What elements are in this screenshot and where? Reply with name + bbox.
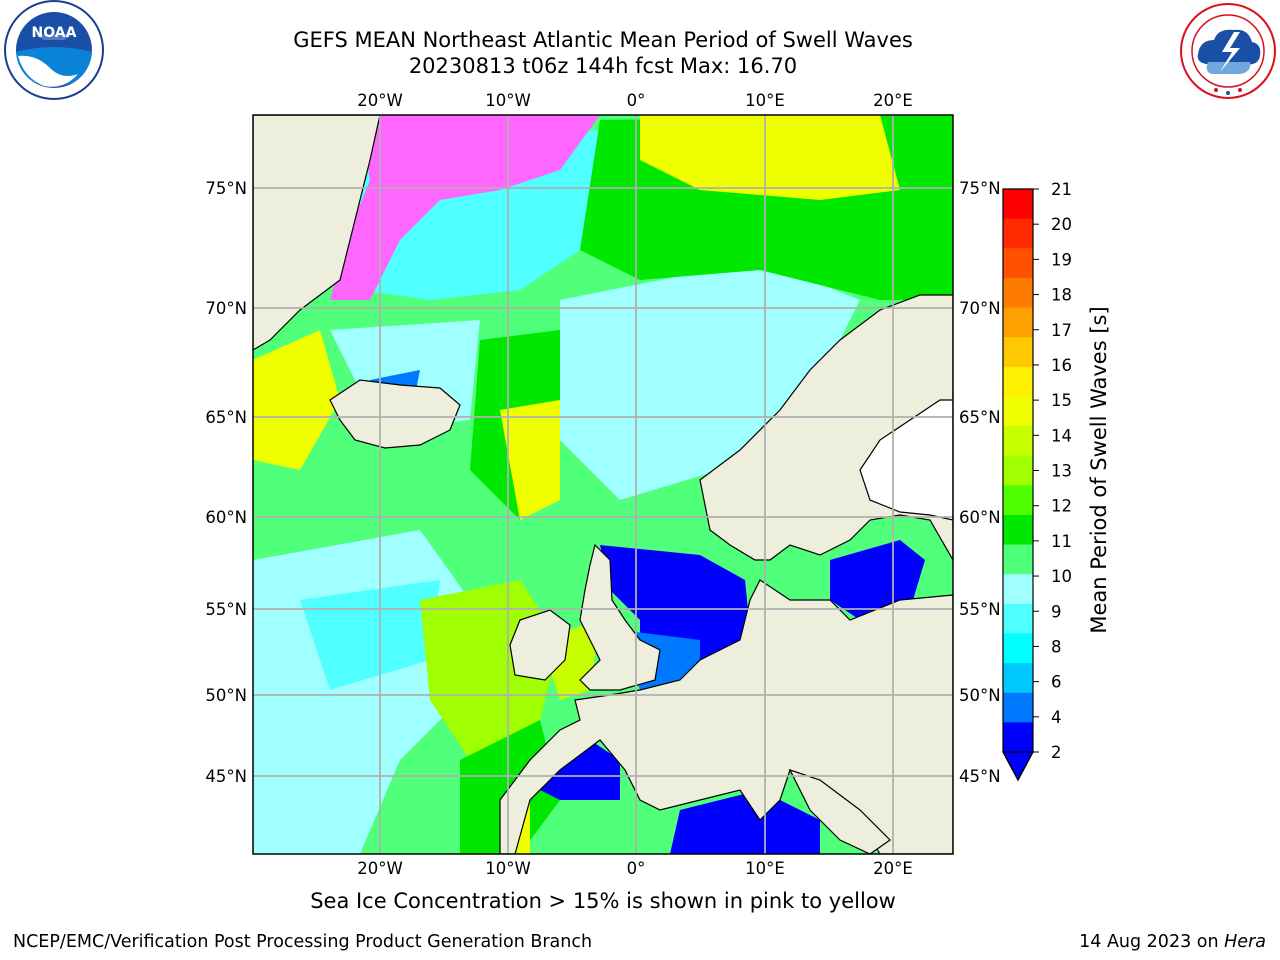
colorbar-tick-label: 21 xyxy=(1051,180,1072,199)
colorbar-tick-label: 12 xyxy=(1051,497,1072,516)
colorbar-tick-label: 20 xyxy=(1051,215,1072,234)
machine-name: Hera xyxy=(1224,932,1266,952)
lon-tick-bottom: 10°W xyxy=(485,859,531,878)
lat-tick-right: 75°N xyxy=(959,179,1001,198)
colorbar xyxy=(1001,188,1035,782)
lat-tick-left: 70°N xyxy=(205,299,247,318)
generation-date-text: 14 Aug 2023 on xyxy=(1079,932,1225,952)
lon-ticks-bottom: 20°W 10°W 0° 10°E 20°E xyxy=(357,859,913,878)
swell-region xyxy=(640,115,900,200)
short-period-region xyxy=(670,790,820,854)
colorbar-tick-label: 14 xyxy=(1051,426,1072,445)
sea-ice-note: Sea Ice Concentration > 15% is shown in … xyxy=(310,889,896,913)
lon-tick-top: 20°W xyxy=(357,91,403,110)
colorbar-tick-label: 17 xyxy=(1051,321,1072,340)
colorbar-tick-label: 18 xyxy=(1051,286,1072,305)
colorbar-tick-label: 16 xyxy=(1051,356,1072,375)
lat-ticks-right: 75°N 70°N 65°N 60°N 55°N 50°N 45°N xyxy=(959,179,1001,786)
producer-credit: NCEP/EMC/Verification Post Processing Pr… xyxy=(13,932,593,952)
lon-tick-bottom: 20°W xyxy=(357,859,403,878)
swell-region xyxy=(253,330,340,470)
lon-ticks-top: 20°W 10°W 0° 10°E 20°E xyxy=(357,91,913,110)
colorbar-tick-label: 2 xyxy=(1051,743,1062,762)
colorbar-tick-label: 11 xyxy=(1051,532,1072,551)
short-period-region xyxy=(540,740,620,800)
colorbar-tick-label: 4 xyxy=(1051,708,1062,727)
iceland xyxy=(329,379,461,449)
swell-region xyxy=(300,580,440,690)
chart-subtitle: 20230813 t06z 144h fcst Max: 16.70 xyxy=(408,54,798,78)
sea-ice xyxy=(330,115,600,300)
lon-tick-bottom: 20°E xyxy=(873,859,913,878)
lat-tick-left: 50°N xyxy=(205,686,247,705)
lat-tick-right: 60°N xyxy=(959,508,1001,527)
colorbar-swatch xyxy=(1003,396,1033,427)
colorbar-tick-label: 19 xyxy=(1051,250,1072,269)
colorbar-label: Mean Period of Swell Waves [s] xyxy=(1087,306,1111,633)
lat-tick-right: 45°N xyxy=(959,767,1001,786)
map-frame xyxy=(252,114,954,855)
colorbar-swatch xyxy=(1003,722,1033,753)
lon-tick-bottom: 0° xyxy=(627,859,646,878)
colorbar-tick-label: 10 xyxy=(1051,567,1072,586)
colorbar-swatch xyxy=(1003,485,1033,516)
colorbar-swatch xyxy=(1003,603,1033,634)
generation-date: 14 Aug 2023 on Hera xyxy=(1079,932,1266,952)
lon-tick-bottom: 10°E xyxy=(745,859,785,878)
colorbar-tick-label: 13 xyxy=(1051,462,1072,481)
noaa-logo: NOAA xyxy=(4,0,104,100)
colorbar-tick-label: 9 xyxy=(1051,602,1062,621)
colorbar-extend-arrow xyxy=(1001,751,1035,782)
colorbar-swatch xyxy=(1003,633,1033,664)
lat-tick-left: 65°N xyxy=(205,408,247,427)
colorbar-tick-label: 6 xyxy=(1051,673,1062,692)
colorbar-swatch xyxy=(1003,574,1033,605)
lat-tick-right: 55°N xyxy=(959,600,1001,619)
ireland xyxy=(509,609,571,681)
colorbar-tick-label: 8 xyxy=(1051,637,1062,656)
greenland xyxy=(253,115,381,351)
land xyxy=(253,115,953,854)
colorbar-swatch xyxy=(1003,544,1033,575)
lat-tick-left: 60°N xyxy=(205,508,247,527)
colorbar-swatch xyxy=(1003,218,1033,249)
colorbar-swatch xyxy=(1003,277,1033,309)
colorbar-tick-label: 15 xyxy=(1051,391,1072,410)
great-britain xyxy=(579,543,661,691)
colorbar-swatch xyxy=(1003,455,1033,486)
map-area xyxy=(253,115,953,854)
lat-ticks-left: 75°N 70°N 65°N 60°N 55°N 50°N 45°N xyxy=(205,179,247,786)
lat-tick-left: 75°N xyxy=(205,179,247,198)
colorbar-swatch xyxy=(1003,366,1033,397)
lon-tick-top: 20°E xyxy=(873,91,913,110)
lon-tick-top: 10°W xyxy=(485,91,531,110)
lat-tick-left: 45°N xyxy=(205,767,247,786)
colorbar-swatch xyxy=(1003,663,1033,694)
lat-tick-left: 55°N xyxy=(205,600,247,619)
graticule xyxy=(253,115,953,854)
colorbar-ticks: 21 20 19 18 17 16 15 14 13 12 11 10 9 8 6 4 2 xyxy=(1033,180,1072,762)
lat-tick-right: 50°N xyxy=(959,686,1001,705)
swell-region xyxy=(560,260,860,500)
lat-tick-right: 70°N xyxy=(959,299,1001,318)
swell-region xyxy=(500,400,560,520)
lon-tick-top: 10°E xyxy=(745,91,785,110)
colorbar-swatch xyxy=(1003,426,1033,457)
italy xyxy=(788,768,891,854)
colorbar-swatch xyxy=(1003,692,1033,723)
nws-logo xyxy=(1180,3,1276,99)
colorbar-swatch xyxy=(1003,307,1033,338)
colorbar-swatch xyxy=(1003,189,1033,220)
chart-title: GEFS MEAN Northeast Atlantic Mean Period… xyxy=(293,28,913,52)
lat-tick-right: 65°N xyxy=(959,408,1001,427)
colorbar-frame xyxy=(1002,188,1034,782)
colorbar-swatch xyxy=(1003,514,1033,546)
lon-tick-top: 0° xyxy=(627,91,646,110)
gulf-of-bothnia xyxy=(859,399,953,521)
colorbar-swatch xyxy=(1003,337,1033,368)
colorbar-swatch xyxy=(1003,248,1033,279)
noaa-logo-text: NOAA xyxy=(32,25,77,41)
